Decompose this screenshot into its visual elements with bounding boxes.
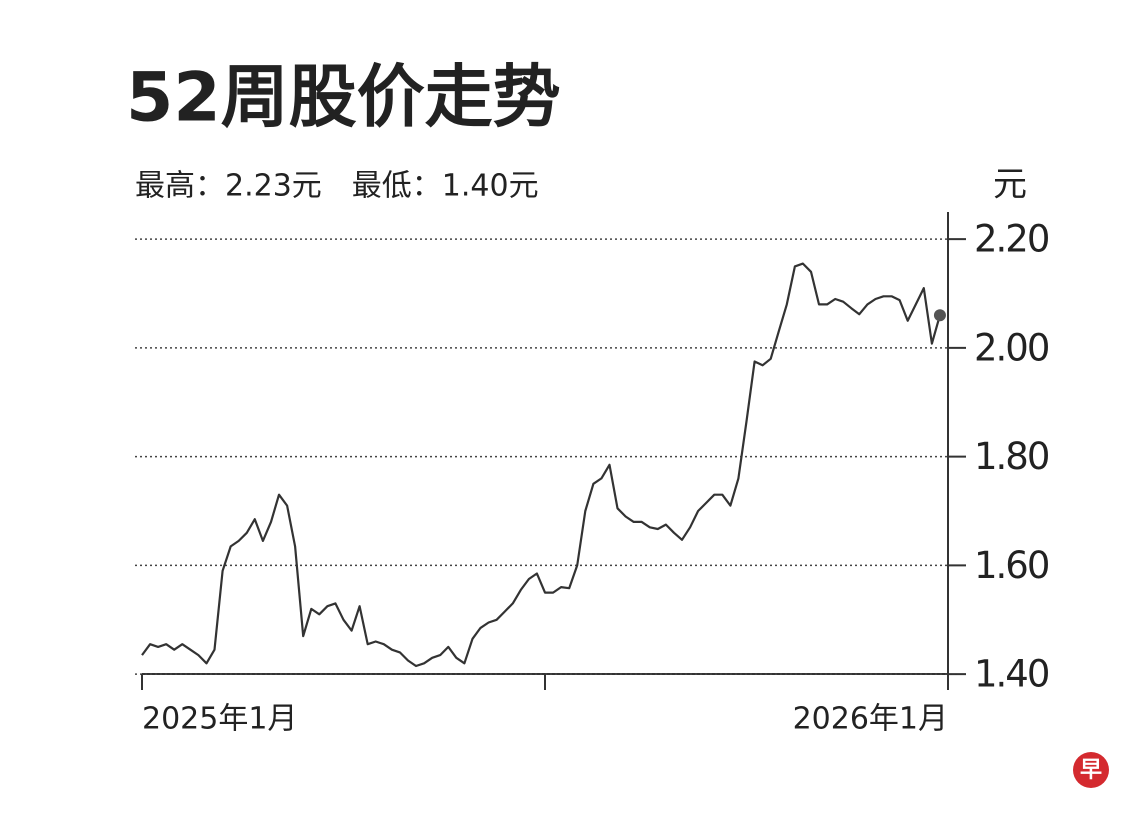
logo-badge [1073, 752, 1109, 788]
y-tick-label: 1.80 [974, 435, 1049, 478]
end-marker [933, 309, 946, 322]
logo: 早 [1080, 758, 1102, 783]
y-tick-label: 1.60 [974, 544, 1049, 587]
y-tick-label: 2.00 [974, 326, 1049, 369]
price-line [141, 262, 941, 668]
x-tick-label: 2026年1月 [793, 702, 948, 737]
chart-subtitle: 最高：2.23元 最低：1.40元 [135, 169, 539, 204]
chart-title: 52周股价走势 [126, 59, 561, 138]
x-tick-label: 2025年1月 [142, 702, 297, 737]
y-tick-label: 1.40 [974, 653, 1049, 696]
y-unit: 元 [993, 165, 1027, 205]
y-tick-label: 2.20 [974, 218, 1049, 261]
